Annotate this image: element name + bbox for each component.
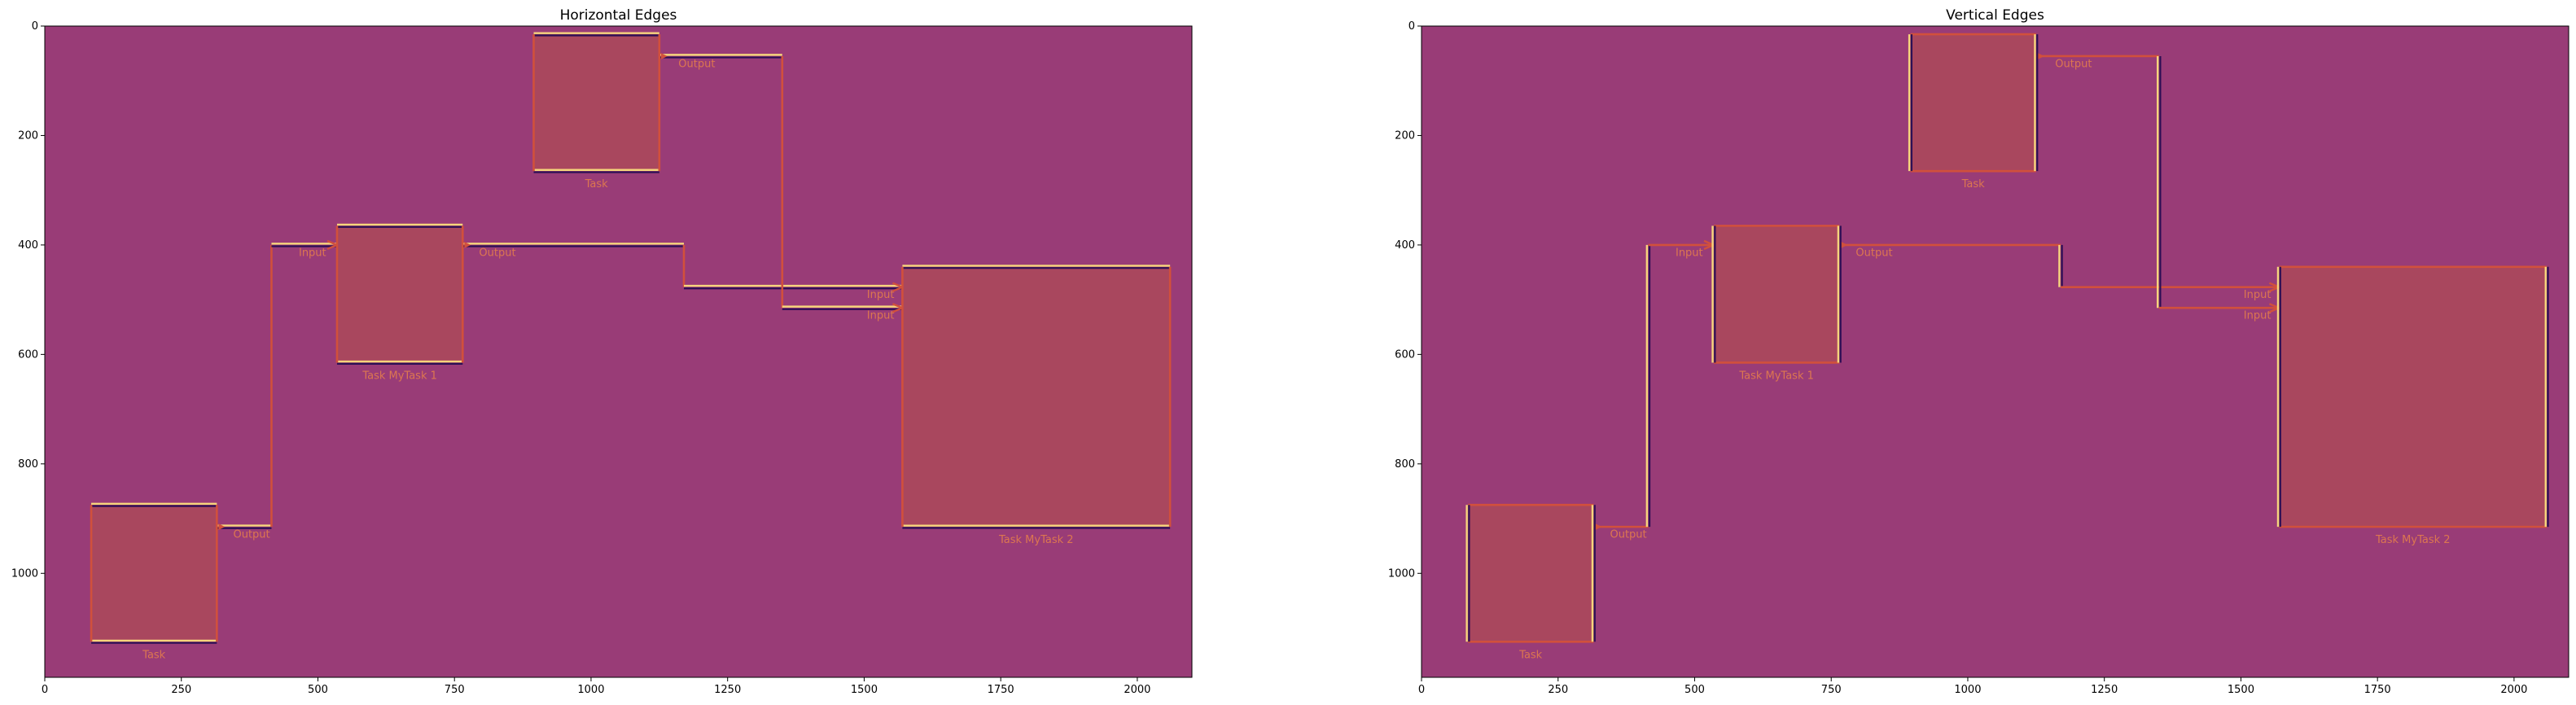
task-box-label: Task: [1961, 178, 1986, 190]
y-tick-label: 1000: [1388, 567, 1415, 580]
plot-frame: [1421, 25, 2569, 678]
port-label: Input: [2244, 310, 2272, 322]
connector-2-segment: [782, 305, 903, 310]
port-label: Input: [867, 310, 895, 322]
port-label: Output: [2055, 58, 2092, 70]
task-box-label: Task MyTask 2: [998, 534, 1074, 546]
x-tick-label: 250: [171, 684, 191, 696]
x-tick-label: 500: [308, 684, 328, 696]
connector-1-segment: [462, 243, 685, 247]
connector-0-segment: [1645, 244, 1651, 528]
task-box-top-edge: [91, 502, 217, 507]
port-label: Output: [479, 247, 515, 259]
x-tick-label: 750: [1821, 684, 1842, 696]
port-label: Input: [867, 289, 895, 301]
x-tick-label: 1750: [2364, 684, 2391, 696]
task-box: [533, 34, 659, 172]
port-label: Output: [678, 58, 715, 70]
x-tick-label: 1500: [2228, 684, 2254, 696]
port-label: Output: [1855, 247, 1892, 259]
task-box-label: Task: [142, 649, 166, 661]
port-label: Input: [1676, 247, 1703, 259]
y-tick-label: 200: [1395, 129, 1415, 142]
task-box-bottom-edge: [91, 639, 217, 644]
y-tick-label: 600: [18, 348, 38, 361]
vertical-edges-panel: Vertical Edges Task Task MyTask 1 Task Task …: [1388, 7, 2569, 696]
y-tick-label: 400: [1395, 239, 1415, 252]
x-tick-label: 1750: [988, 684, 1014, 696]
y-tick-label: 1000: [11, 567, 38, 580]
task-box: [91, 505, 217, 642]
task-box-label: Task: [585, 178, 609, 190]
x-tick-label: 750: [445, 684, 465, 696]
y-tick-label: 600: [1395, 348, 1415, 361]
x-tick-label: 1250: [714, 684, 741, 696]
connector-0-segment: [217, 524, 272, 529]
task-box: [2279, 266, 2548, 528]
task-box-right-edge: [2544, 266, 2549, 528]
connector-2-segment: [2156, 55, 2162, 309]
plot-frame: [44, 25, 1193, 678]
port-marker: [218, 523, 226, 531]
x-tick-label: 500: [1684, 684, 1705, 696]
y-tick-label: 0: [1408, 20, 1415, 33]
y-tick-label: 0: [32, 20, 38, 33]
horizontal-edges-panel: Horizontal Edges Task Task MyTask 1 Task Tas…: [11, 7, 1193, 696]
task-box-label: Task: [1518, 649, 1543, 661]
task-box-left-edge: [1465, 505, 1470, 642]
port-marker: [464, 241, 471, 248]
task-box-left-edge: [2276, 266, 2281, 528]
port-label: Output: [1610, 529, 1646, 541]
chart-title: Horizontal Edges: [560, 7, 677, 24]
y-tick-label: 400: [18, 239, 38, 252]
port-label: Output: [233, 529, 269, 541]
task-box-right-edge: [2034, 34, 2039, 172]
port-marker: [1595, 523, 1602, 531]
port-marker: [1841, 241, 1848, 248]
x-tick-label: 2000: [1124, 684, 1150, 696]
x-tick-label: 2000: [2500, 684, 2527, 696]
x-tick-label: 1000: [1954, 684, 1981, 696]
task-box-label: Task MyTask 1: [361, 370, 437, 382]
task-box: [902, 266, 1171, 528]
connector-0-segment: [271, 243, 337, 247]
task-box-bottom-edge: [336, 360, 463, 365]
task-box: [336, 226, 463, 363]
x-tick-label: 1000: [577, 684, 604, 696]
task-box-label: Task MyTask 2: [2375, 534, 2451, 546]
y-tick-label: 200: [18, 129, 38, 142]
port-marker: [660, 52, 668, 59]
y-tick-label: 800: [1395, 458, 1415, 471]
port-label: Input: [299, 247, 326, 259]
x-tick-label: 1250: [2091, 684, 2118, 696]
x-tick-label: 250: [1548, 684, 1568, 696]
task-box-bottom-edge: [533, 169, 659, 173]
port-label: Input: [2244, 289, 2272, 301]
task-box-bottom-edge: [902, 524, 1171, 529]
port-marker: [2037, 52, 2044, 59]
task-box-left-edge: [1908, 34, 1913, 172]
x-tick-label: 0: [1418, 684, 1425, 696]
task-box-right-edge: [1591, 505, 1596, 642]
task-box: [1910, 34, 2036, 172]
y-tick-label: 800: [18, 458, 38, 471]
connector-1-segment: [2058, 244, 2063, 287]
x-tick-label: 0: [42, 684, 48, 696]
task-box-right-edge: [1837, 226, 1842, 363]
task-box-top-edge: [336, 223, 463, 228]
chart-title: Vertical Edges: [1946, 7, 2044, 24]
task-box: [1713, 226, 1840, 363]
connector-1-segment: [684, 284, 903, 290]
task-box-top-edge: [533, 32, 659, 37]
task-box: [1468, 505, 1594, 642]
task-box-top-edge: [902, 265, 1171, 269]
task-box-label: Task MyTask 1: [1738, 370, 1814, 382]
connector-2-segment: [659, 54, 782, 59]
x-tick-label: 1500: [851, 684, 878, 696]
task-box-left-edge: [1711, 226, 1716, 363]
